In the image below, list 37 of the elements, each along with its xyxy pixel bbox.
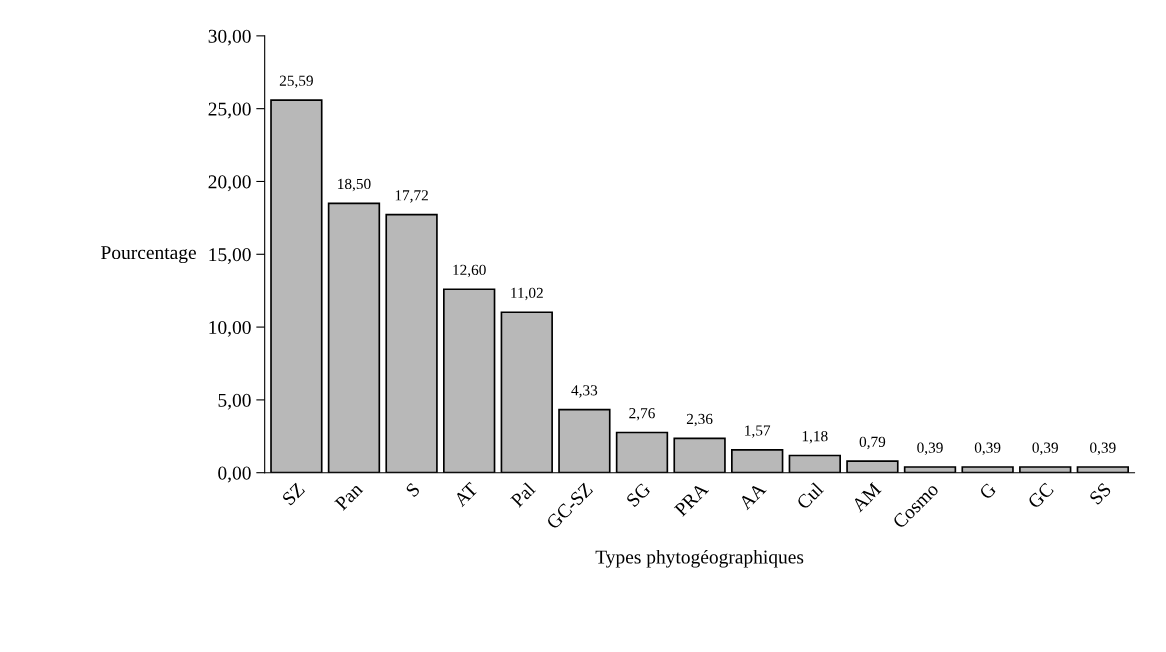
x-tick-label: G (978, 481, 997, 501)
x-tick-label: PRA (673, 481, 710, 517)
y-tick-label: 0,00 (218, 466, 251, 483)
y-tick-label: 30,00 (208, 29, 251, 46)
data-label: 0,39 (917, 442, 943, 456)
data-label: 25,59 (279, 75, 313, 89)
y-tick-label: 15,00 (209, 248, 251, 265)
y-axis-title: Pourcentage (101, 246, 196, 264)
data-label: 18,50 (338, 178, 371, 192)
data-label: 1,57 (745, 425, 771, 438)
data-label: 0,39 (974, 442, 1001, 456)
y-tick-label: 5,00 (218, 393, 251, 410)
data-label: 0,39 (1090, 442, 1116, 456)
data-label: 0,79 (859, 436, 886, 450)
x-tick-label: SS (1088, 482, 1112, 506)
y-tick-label: 20,00 (208, 175, 251, 192)
x-tick-label: AA (737, 481, 767, 511)
data-label: 17,72 (395, 190, 428, 203)
x-tick-label: AT (452, 481, 479, 508)
x-tick-label: AM (850, 481, 882, 513)
data-label: 12,60 (453, 264, 486, 278)
x-tick-label: Pal (509, 481, 537, 508)
data-label: 2,36 (686, 413, 713, 427)
x-tick-label: Cul (795, 481, 825, 511)
data-label: 2,76 (629, 408, 655, 421)
x-tick-label: GC (1027, 482, 1055, 510)
x-tick-label: SG (625, 481, 652, 508)
data-label: 1,18 (802, 430, 828, 444)
x-tick-label: S (405, 482, 421, 498)
data-label: 4,33 (571, 385, 598, 398)
data-label: 0,39 (1032, 442, 1058, 456)
y-tick-label: 10,00 (209, 320, 251, 337)
x-tick-label: Pan (334, 481, 364, 511)
x-axis-title: Types phytogéographiques (595, 549, 804, 568)
y-tick-label: 25,00 (208, 102, 251, 119)
data-label: 11,02 (511, 287, 543, 301)
x-tick-label: SZ (281, 482, 306, 506)
